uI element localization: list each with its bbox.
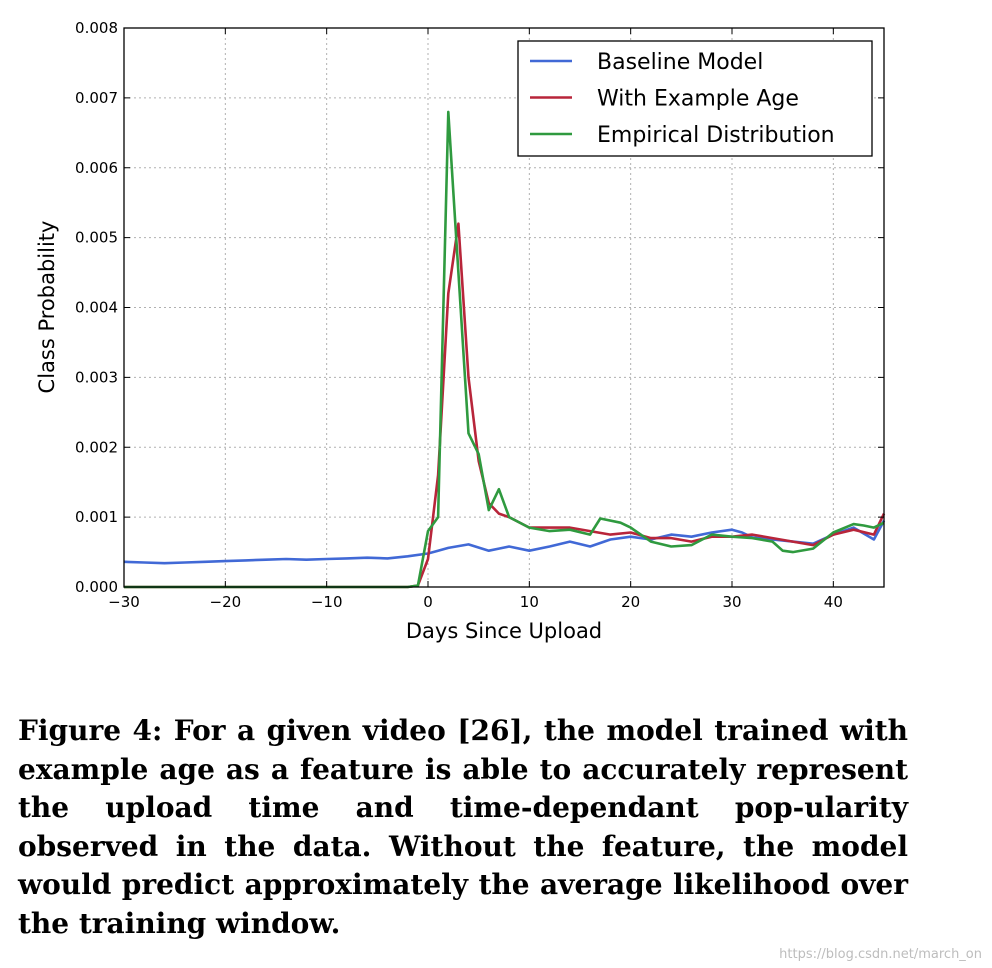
legend-label: Empirical Distribution [597, 123, 835, 148]
legend-box [517, 40, 873, 157]
x-tick-label: 0 [423, 593, 433, 611]
x-tick-label: −20 [210, 593, 242, 611]
axis-ticks: −30 −20 −10 0 10 20 30 40 0.000 0.001 0.002 0.003 0.… [75, 19, 884, 611]
x-tick-label: 20 [621, 593, 640, 611]
y-tick-label: 0.004 [75, 299, 118, 317]
legend-label: With Example Age [597, 87, 799, 112]
x-tick-label: 30 [722, 593, 741, 611]
line-chart: −30 −20 −10 0 10 20 30 40 0.000 0.001 0.002 0.003 0.… [35, 19, 886, 643]
x-tick-label: 40 [824, 593, 843, 611]
y-axis-title: Class Probability [35, 221, 59, 394]
y-tick-label: 0.005 [75, 229, 118, 247]
legend: Baseline Model With Example Age Empirical … [517, 40, 873, 157]
series-lines [123, 110, 886, 589]
figure-caption: Figure 4: For a given video [26], the mo… [18, 714, 908, 940]
y-tick-label: 0.002 [75, 438, 118, 456]
x-axis-title: Days Since Upload [406, 619, 602, 643]
x-tick-label: −10 [311, 593, 343, 611]
x-tick-label: −30 [108, 593, 140, 611]
y-tick-label: 0.006 [75, 159, 118, 177]
y-tick-label: 0.003 [75, 368, 118, 386]
series-line-with-example-age [124, 222, 886, 589]
y-tick-label: 0.008 [75, 19, 118, 37]
x-tick-label: 10 [520, 593, 539, 611]
watermark-text: https://blog.csdn.net/march_on [779, 947, 982, 962]
grid [124, 28, 884, 587]
y-tick-label: 0.007 [75, 89, 118, 107]
y-tick-label: 0.001 [75, 508, 118, 526]
legend-label: Baseline Model [597, 50, 763, 75]
y-tick-label: 0.000 [75, 578, 118, 596]
